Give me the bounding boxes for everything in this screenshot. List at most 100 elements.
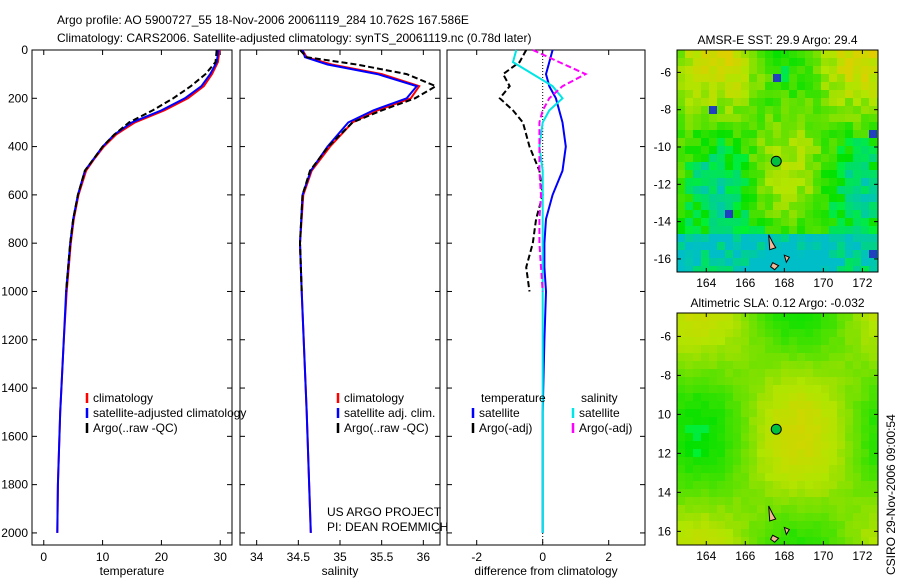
- map-cell: [781, 321, 789, 329]
- map-cell: [821, 258, 829, 266]
- map-cell: [853, 74, 861, 82]
- map-cell: [869, 409, 877, 417]
- map-cell: [781, 521, 789, 529]
- map-cell: [781, 178, 789, 186]
- map-cell: [733, 345, 741, 353]
- map-cell: [813, 146, 821, 154]
- map-cell: [821, 481, 829, 489]
- map-cell: [677, 138, 685, 146]
- map-cell: [709, 90, 717, 98]
- map-sla-field: [677, 313, 878, 545]
- map-cell: [685, 393, 693, 401]
- x-tick-label: 20: [155, 550, 169, 564]
- map-cell: [757, 258, 765, 266]
- project-label: US ARGO PROJECT: [327, 505, 442, 519]
- map-cell: [765, 385, 773, 393]
- map-cell: [797, 393, 805, 401]
- map-cell: [717, 250, 725, 258]
- map-cell: [717, 361, 725, 369]
- map-cell: [757, 202, 765, 210]
- map-cell: [765, 258, 773, 266]
- map-cell: [845, 122, 853, 130]
- map-cell: [701, 457, 709, 465]
- map-cell: [725, 521, 733, 529]
- map-cell: [797, 377, 805, 385]
- map-cell: [717, 441, 725, 449]
- map-cell: [725, 457, 733, 465]
- map-cell: [845, 226, 853, 234]
- map-cell: [757, 465, 765, 473]
- map-cell: [757, 234, 765, 242]
- map-cell: [781, 186, 789, 194]
- map-cell: [845, 529, 853, 537]
- map-cell: [741, 385, 749, 393]
- map-cell: [701, 353, 709, 361]
- x-tick-label: 35.5: [370, 550, 394, 564]
- map-cell: [789, 178, 797, 186]
- map-cell: [821, 513, 829, 521]
- map-cell: [821, 226, 829, 234]
- map-cell: [709, 210, 717, 218]
- map-cell: [709, 114, 717, 122]
- map-cell: [821, 385, 829, 393]
- map-cell: [773, 258, 781, 266]
- map-cell: [845, 138, 853, 146]
- map-cell: [813, 250, 821, 258]
- map-cell: [677, 497, 685, 505]
- map-cell: [797, 234, 805, 242]
- map-cell: [805, 90, 813, 98]
- map-cell: [845, 473, 853, 481]
- map-cell: [773, 409, 781, 417]
- map-cell: [717, 345, 725, 353]
- map-cell: [749, 50, 757, 58]
- map-cell: [693, 258, 701, 266]
- map-cell: [749, 521, 757, 529]
- map-cell: [733, 353, 741, 361]
- map-cell: [821, 82, 829, 90]
- map-cell: [853, 377, 861, 385]
- map-cell: [717, 234, 725, 242]
- map-cell: [685, 66, 693, 74]
- y-tick-label: 1000: [1, 284, 28, 298]
- map-cell: [757, 457, 765, 465]
- map-cell: [709, 393, 717, 401]
- map-cell: [693, 465, 701, 473]
- map-cell: [853, 242, 861, 250]
- map-cell: [725, 505, 733, 513]
- map-cell: [861, 513, 869, 521]
- map-cell: [869, 417, 877, 425]
- map-cell: [837, 58, 845, 66]
- map-cell: [821, 74, 829, 82]
- map-cell: [701, 441, 709, 449]
- map-cell: [701, 74, 709, 82]
- map-cell: [757, 66, 765, 74]
- map-cell: [693, 162, 701, 170]
- map-cell: [789, 393, 797, 401]
- map-cell: [869, 377, 877, 385]
- x-tick-label: 166: [735, 276, 755, 290]
- map-cell: [709, 433, 717, 441]
- map-cell: [869, 74, 877, 82]
- map-cell: [757, 377, 765, 385]
- map-cell: [741, 178, 749, 186]
- map-cell: [677, 345, 685, 353]
- map-cell: [797, 162, 805, 170]
- map-cell: [757, 369, 765, 377]
- map-cell: [685, 242, 693, 250]
- map-cell: [725, 138, 733, 146]
- map-cell: [797, 106, 805, 114]
- map-cell: [773, 106, 781, 114]
- map-cell: [845, 266, 853, 272]
- map-cell: [701, 146, 709, 154]
- map-cell: [837, 122, 845, 130]
- map-cell: [853, 250, 861, 258]
- map-cell: [749, 449, 757, 457]
- map-cell: [765, 50, 773, 58]
- map-cell: [781, 497, 789, 505]
- map-cell: [821, 361, 829, 369]
- map-cell: [813, 361, 821, 369]
- map-cell: [693, 66, 701, 74]
- map-cell: [677, 361, 685, 369]
- x-tick-label: 34.5: [287, 550, 311, 564]
- map-cell: [685, 90, 693, 98]
